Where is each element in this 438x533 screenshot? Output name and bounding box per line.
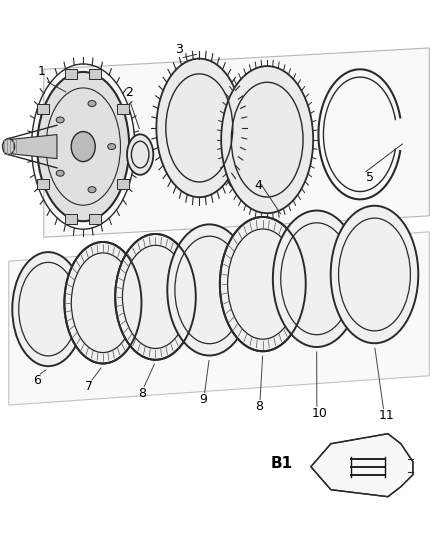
Text: 8: 8 bbox=[138, 387, 146, 400]
Polygon shape bbox=[44, 48, 429, 237]
Text: 5: 5 bbox=[366, 171, 374, 184]
Ellipse shape bbox=[88, 101, 96, 107]
Ellipse shape bbox=[88, 187, 96, 192]
Ellipse shape bbox=[56, 117, 64, 123]
Ellipse shape bbox=[273, 211, 360, 347]
Text: 1: 1 bbox=[37, 64, 45, 78]
Text: B1: B1 bbox=[271, 456, 293, 471]
Ellipse shape bbox=[127, 134, 153, 175]
Ellipse shape bbox=[220, 217, 306, 351]
Polygon shape bbox=[9, 232, 429, 405]
Bar bbox=[65, 214, 78, 224]
Text: 7: 7 bbox=[85, 380, 93, 393]
Polygon shape bbox=[8, 134, 57, 159]
Ellipse shape bbox=[56, 170, 64, 176]
Ellipse shape bbox=[71, 132, 95, 161]
Ellipse shape bbox=[115, 234, 196, 360]
Bar bbox=[89, 214, 101, 224]
Polygon shape bbox=[311, 434, 413, 497]
Ellipse shape bbox=[12, 252, 84, 366]
Text: 10: 10 bbox=[312, 407, 328, 421]
Ellipse shape bbox=[331, 206, 418, 343]
Ellipse shape bbox=[37, 72, 129, 221]
Bar bbox=[37, 179, 49, 189]
Text: 4: 4 bbox=[254, 179, 262, 192]
Ellipse shape bbox=[156, 59, 242, 197]
Ellipse shape bbox=[3, 139, 14, 155]
Text: 8: 8 bbox=[255, 400, 263, 414]
Bar bbox=[117, 179, 129, 189]
Text: 11: 11 bbox=[379, 409, 395, 423]
Ellipse shape bbox=[64, 242, 141, 364]
Text: 3: 3 bbox=[175, 43, 183, 56]
Ellipse shape bbox=[167, 224, 251, 356]
Text: 2: 2 bbox=[125, 86, 133, 99]
Bar bbox=[65, 69, 78, 79]
Ellipse shape bbox=[221, 66, 313, 213]
Ellipse shape bbox=[108, 143, 116, 150]
Text: 6: 6 bbox=[33, 374, 41, 387]
Text: 9: 9 bbox=[199, 393, 207, 407]
Bar bbox=[37, 104, 49, 114]
Bar bbox=[89, 69, 101, 79]
Bar bbox=[117, 104, 129, 114]
